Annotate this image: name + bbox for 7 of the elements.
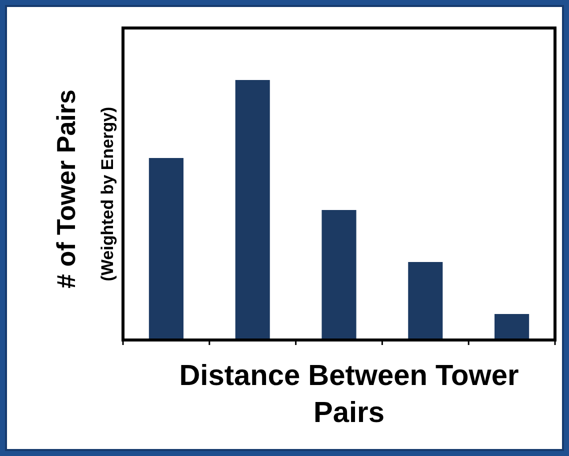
bar xyxy=(408,262,443,340)
x-axis-title: Distance Between Tower Pairs xyxy=(179,360,519,429)
y-axis-title: # of Tower Pairs (Weighted by Energy) xyxy=(51,90,117,288)
bar xyxy=(494,314,530,340)
bar xyxy=(322,210,356,340)
bar xyxy=(148,158,184,340)
bar xyxy=(235,80,270,340)
